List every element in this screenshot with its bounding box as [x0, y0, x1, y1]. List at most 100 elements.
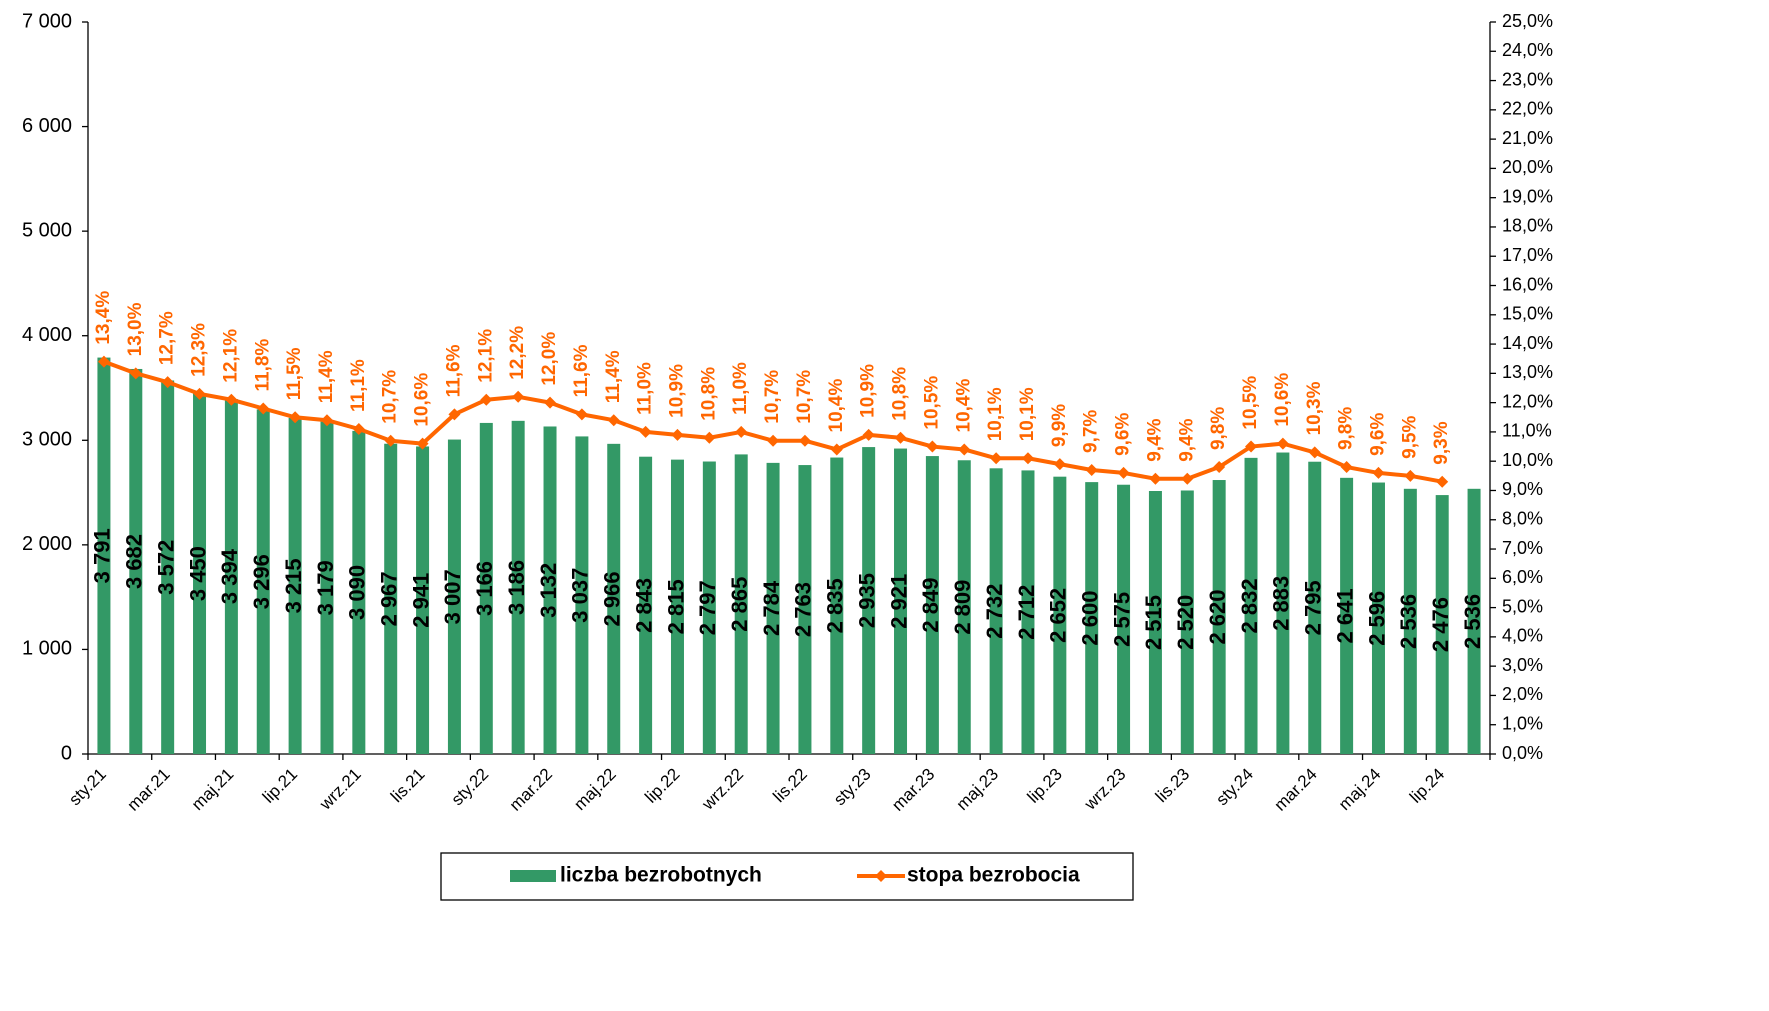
line-value-label: 11,8% [252, 339, 273, 392]
line-value-label: 9,8% [1336, 407, 1357, 450]
x-tick-label: wrz.21 [315, 765, 365, 815]
bar-value-label: 3 296 [249, 554, 274, 609]
line-marker [894, 431, 907, 444]
bar-value-label: 2 921 [886, 574, 911, 629]
bar [1053, 476, 1067, 754]
y2-tick-label: 9,0% [1502, 479, 1543, 499]
line-value-label: 10,9% [666, 364, 687, 418]
line-marker [544, 396, 557, 409]
bar-value-label: 3 682 [122, 534, 147, 589]
line-value-label: 11,0% [635, 362, 656, 415]
line-marker [384, 434, 397, 447]
line-marker [1181, 472, 1194, 485]
bar [766, 462, 780, 754]
x-tick-label: lip.21 [259, 765, 301, 807]
line-marker [320, 414, 333, 427]
bar [416, 446, 430, 754]
line-value-label: 11,6% [443, 344, 464, 397]
bar [320, 421, 334, 754]
bar [129, 368, 143, 754]
y2-tick-label: 25,0% [1502, 11, 1553, 31]
legend-label: stopa bezrobocia [907, 864, 1080, 887]
bar-value-label: 3 132 [536, 563, 561, 618]
bar-value-label: 2 712 [1014, 585, 1039, 640]
bar [798, 465, 812, 754]
bar-value-label: 2 815 [663, 579, 688, 634]
line-marker [225, 393, 238, 406]
bar [830, 457, 844, 754]
line-value-label: 11,4% [316, 350, 337, 403]
bar-value-label: 2 575 [1109, 592, 1134, 647]
x-tick-label: maj.24 [1335, 765, 1385, 815]
y2-tick-label: 12,0% [1502, 391, 1553, 411]
y-tick-label: 7 000 [22, 10, 72, 32]
y2-tick-label: 5,0% [1502, 596, 1543, 616]
y2-tick-label: 22,0% [1502, 99, 1553, 119]
bar-value-label: 3 572 [153, 540, 178, 595]
bar [1021, 470, 1035, 754]
bar-value-label: 2 652 [1046, 588, 1071, 643]
bar [224, 399, 238, 754]
y2-tick-label: 13,0% [1502, 362, 1553, 382]
bar [193, 393, 207, 754]
y2-tick-label: 6,0% [1502, 567, 1543, 587]
y-tick-label: 5 000 [22, 219, 72, 241]
bar-value-label: 2 596 [1364, 591, 1389, 646]
bar [734, 454, 748, 754]
line-value-label: 12,2% [507, 326, 528, 380]
bar [607, 443, 621, 754]
y2-tick-label: 7,0% [1502, 538, 1543, 558]
line-marker [671, 428, 684, 441]
line-value-label: 10,4% [953, 379, 974, 433]
line-marker [575, 408, 588, 421]
line-value-label: 12,3% [189, 323, 210, 377]
bar [1340, 477, 1354, 754]
bar-value-label: 2 732 [982, 584, 1007, 639]
line-value-label: 10,6% [412, 373, 433, 427]
bar [1117, 484, 1131, 754]
line-marker [1436, 475, 1449, 488]
line-marker [607, 414, 620, 427]
line-value-label: 10,5% [1240, 376, 1261, 430]
line-value-label: 10,8% [890, 367, 911, 421]
line-marker [767, 434, 780, 447]
y2-tick-label: 16,0% [1502, 274, 1553, 294]
x-tick-label: wrz.22 [698, 765, 748, 815]
bar [1085, 482, 1099, 754]
line-value-label: 11,1% [348, 359, 369, 412]
line-marker [1021, 452, 1034, 465]
bar-value-label: 2 784 [759, 580, 784, 636]
y-tick-label: 3 000 [22, 429, 72, 451]
bar-value-label: 3 450 [185, 546, 210, 601]
line-value-label: 9,8% [1208, 407, 1229, 450]
line-marker [735, 425, 748, 438]
bar [575, 436, 589, 754]
bar-value-label: 2 883 [1269, 576, 1294, 631]
line-value-label: 9,6% [1367, 412, 1388, 455]
line-marker [830, 443, 843, 456]
line-value-label: 9,5% [1399, 415, 1420, 458]
line-marker [703, 431, 716, 444]
bar [1212, 480, 1226, 754]
bar [957, 460, 971, 754]
line-value-label: 9,7% [1081, 410, 1102, 453]
x-tick-label: sty.22 [448, 765, 493, 810]
bar-value-label: 2 843 [631, 578, 656, 633]
bar-value-label: 3 394 [217, 548, 242, 604]
line-value-label: 11,4% [603, 350, 624, 403]
line-marker [97, 355, 110, 368]
line-value-label: 12,1% [220, 329, 241, 383]
y2-tick-label: 18,0% [1502, 216, 1553, 236]
line-marker [1404, 469, 1417, 482]
x-tick-label: mar.21 [123, 765, 173, 815]
bar-value-label: 2 515 [1141, 595, 1166, 650]
bar [1244, 457, 1258, 754]
legend-swatch [510, 870, 556, 882]
bar-value-label: 2 600 [1078, 591, 1103, 646]
bar-value-label: 2 795 [1301, 580, 1326, 635]
bar-value-label: 3 215 [281, 558, 306, 613]
x-tick-label: sty.21 [65, 765, 110, 810]
bar [670, 459, 684, 754]
line-value-label: 10,7% [794, 370, 815, 424]
bar-value-label: 3 007 [440, 569, 465, 624]
